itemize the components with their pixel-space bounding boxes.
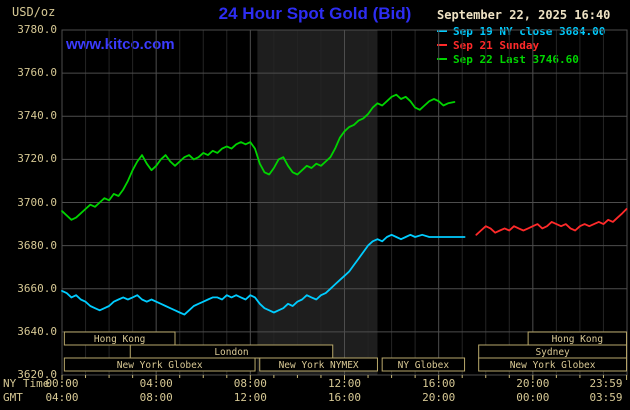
series-line-sep21: [475, 208, 628, 236]
y-axis-unit-label: USD/oz: [12, 5, 56, 19]
session-box: [381, 357, 466, 372]
series-line-sep22: [61, 93, 456, 221]
legend-item-sep19: Sep 19 NY close 3684.00: [437, 25, 610, 39]
session-label: Hong Kong: [94, 334, 145, 345]
session-box: [259, 357, 378, 372]
x-axis-row-label-ny: NY Time: [3, 377, 50, 390]
session-label: Sydney: [535, 347, 570, 358]
legend-item-sep22: Sep 22 Last 3746.60: [437, 53, 610, 67]
session-label: London: [214, 347, 248, 358]
legend-label: Sep 21 Sunday: [453, 39, 540, 52]
session-box: [63, 331, 176, 346]
header-info: September 22, 2025 16:40 Sep 19 NY close…: [437, 8, 610, 67]
session-label: New York NYMEX: [279, 360, 359, 371]
chart-title: 24 Hour Spot Gold (Bid): [218, 4, 412, 23]
legend-dash-icon: [437, 30, 447, 32]
session-box: [478, 357, 628, 372]
x-axis-row-label-gmt: GMT: [3, 391, 23, 404]
legend-label: Sep 19 NY close 3684.00: [453, 25, 606, 38]
session-label: New York Globex: [117, 360, 203, 371]
kitco-watermark-link[interactable]: www.kitco.com: [66, 36, 175, 53]
legend-dash-icon: [437, 58, 447, 60]
datetime-stamp: September 22, 2025 16:40: [437, 8, 611, 22]
series-line-sep19: [61, 233, 466, 316]
session-label: Hong Kong: [552, 334, 603, 345]
session-label: NY Globex: [398, 360, 450, 371]
legend-label: Sep 22 Last 3746.60: [453, 53, 579, 66]
legend: Sep 19 NY close 3684.00 Sep 21 Sunday Se…: [437, 25, 610, 67]
session-box: [63, 357, 256, 372]
legend-dash-icon: [437, 44, 447, 46]
legend-item-sep21: Sep 21 Sunday: [437, 39, 610, 53]
session-label: New York Globex: [510, 360, 596, 371]
